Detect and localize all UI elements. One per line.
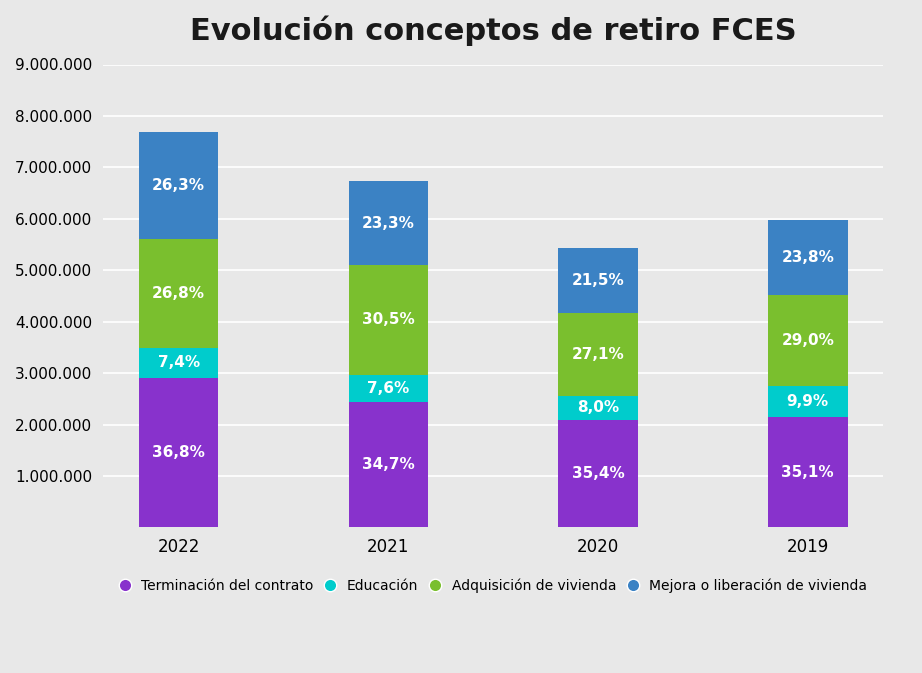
Text: 30,5%: 30,5%	[362, 312, 415, 328]
Bar	[558, 314, 638, 396]
Text: 27,1%: 27,1%	[572, 347, 624, 362]
Text: 7,6%: 7,6%	[367, 381, 409, 396]
Text: 35,1%: 35,1%	[782, 465, 834, 480]
Title: Evolución conceptos de retiro FCES: Evolución conceptos de retiro FCES	[190, 15, 797, 46]
Bar	[768, 417, 847, 528]
Bar	[349, 375, 428, 402]
Bar	[349, 265, 428, 375]
Bar	[139, 348, 219, 378]
Bar	[768, 295, 847, 386]
Text: 34,7%: 34,7%	[362, 458, 415, 472]
Text: 21,5%: 21,5%	[572, 273, 624, 288]
Text: 7,4%: 7,4%	[158, 355, 200, 370]
Text: 9,9%: 9,9%	[786, 394, 829, 409]
Text: 29,0%: 29,0%	[781, 333, 834, 348]
Text: 8,0%: 8,0%	[577, 400, 620, 415]
Bar	[349, 181, 428, 265]
Bar	[558, 420, 638, 528]
Bar	[139, 132, 219, 239]
Bar	[349, 402, 428, 528]
Legend: Terminación del contrato, Educación, Adquisición de vivienda, Mejora o liberació: Terminación del contrato, Educación, Adq…	[112, 571, 874, 600]
Bar	[139, 239, 219, 348]
Text: 36,8%: 36,8%	[152, 445, 205, 460]
Text: 23,8%: 23,8%	[781, 250, 834, 265]
Bar	[768, 386, 847, 417]
Text: 23,3%: 23,3%	[362, 215, 415, 231]
Text: 35,4%: 35,4%	[572, 466, 624, 481]
Text: 26,8%: 26,8%	[152, 285, 206, 301]
Bar	[558, 248, 638, 314]
Bar	[558, 396, 638, 420]
Bar	[139, 378, 219, 528]
Text: 26,3%: 26,3%	[152, 178, 206, 192]
Bar	[768, 221, 847, 295]
